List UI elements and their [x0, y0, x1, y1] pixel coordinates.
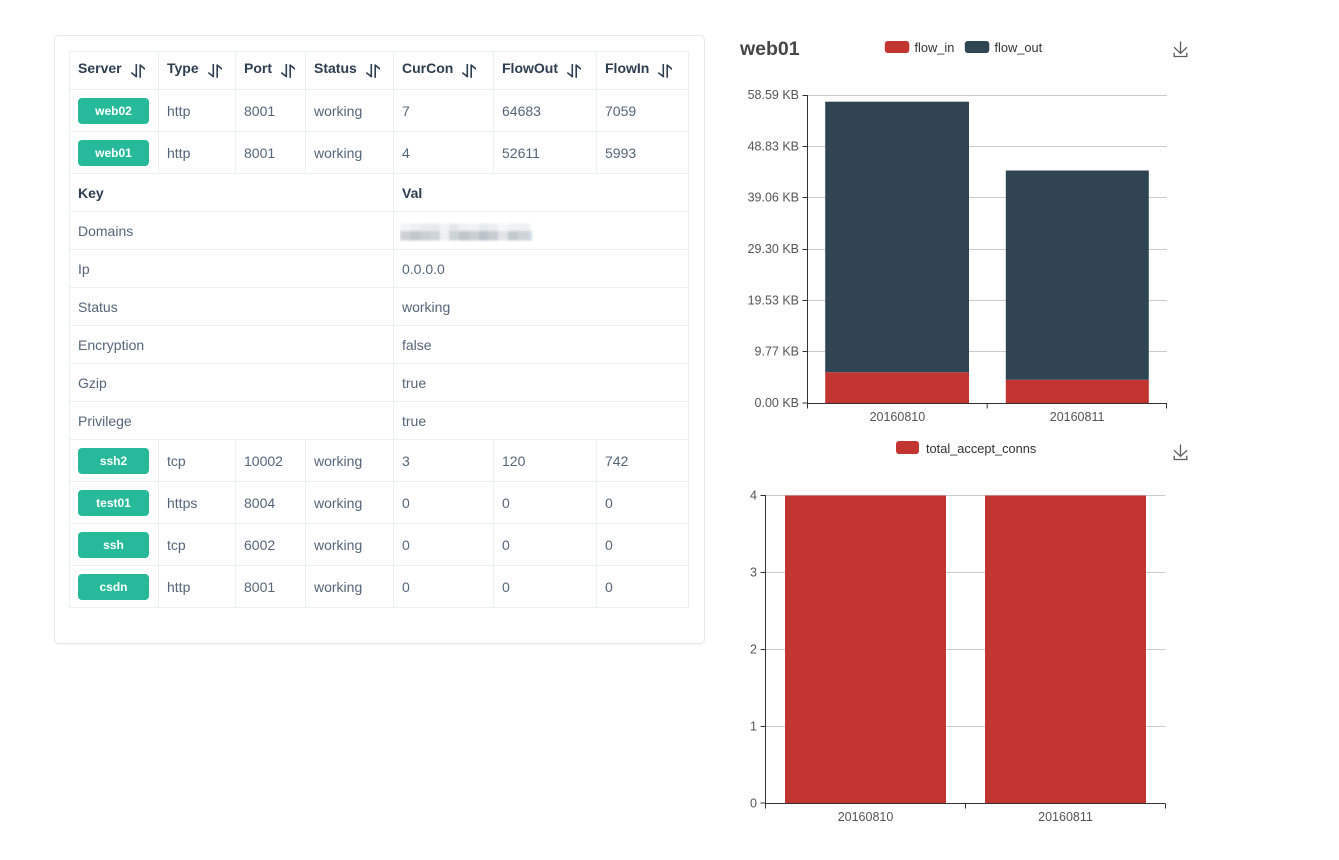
- svg-text:20160810: 20160810: [838, 810, 894, 824]
- svg-text:58.59 KB: 58.59 KB: [748, 88, 799, 102]
- svg-text:29.30 KB: 29.30 KB: [748, 242, 799, 256]
- svg-text:20160811: 20160811: [1038, 810, 1093, 824]
- svg-text:flow_in: flow_in: [915, 40, 955, 55]
- svg-text:total_accept_conns: total_accept_conns: [926, 441, 1036, 456]
- svg-text:39.06 KB: 39.06 KB: [748, 191, 799, 205]
- svg-text:flow_out: flow_out: [995, 40, 1043, 55]
- svg-text:1: 1: [750, 720, 757, 734]
- svg-text:0: 0: [750, 797, 757, 811]
- svg-text:20160811: 20160811: [1050, 410, 1105, 424]
- svg-text:48.83 KB: 48.83 KB: [748, 139, 799, 153]
- svg-text:3: 3: [750, 566, 757, 580]
- svg-text:9.77 KB: 9.77 KB: [755, 345, 799, 359]
- svg-text:2: 2: [750, 643, 757, 657]
- svg-text:20160810: 20160810: [870, 410, 926, 424]
- svg-text:4: 4: [750, 489, 757, 503]
- svg-text:19.53 KB: 19.53 KB: [748, 293, 799, 307]
- svg-text:0.00 KB: 0.00 KB: [755, 396, 799, 410]
- svg-text:web01: web01: [739, 38, 800, 60]
